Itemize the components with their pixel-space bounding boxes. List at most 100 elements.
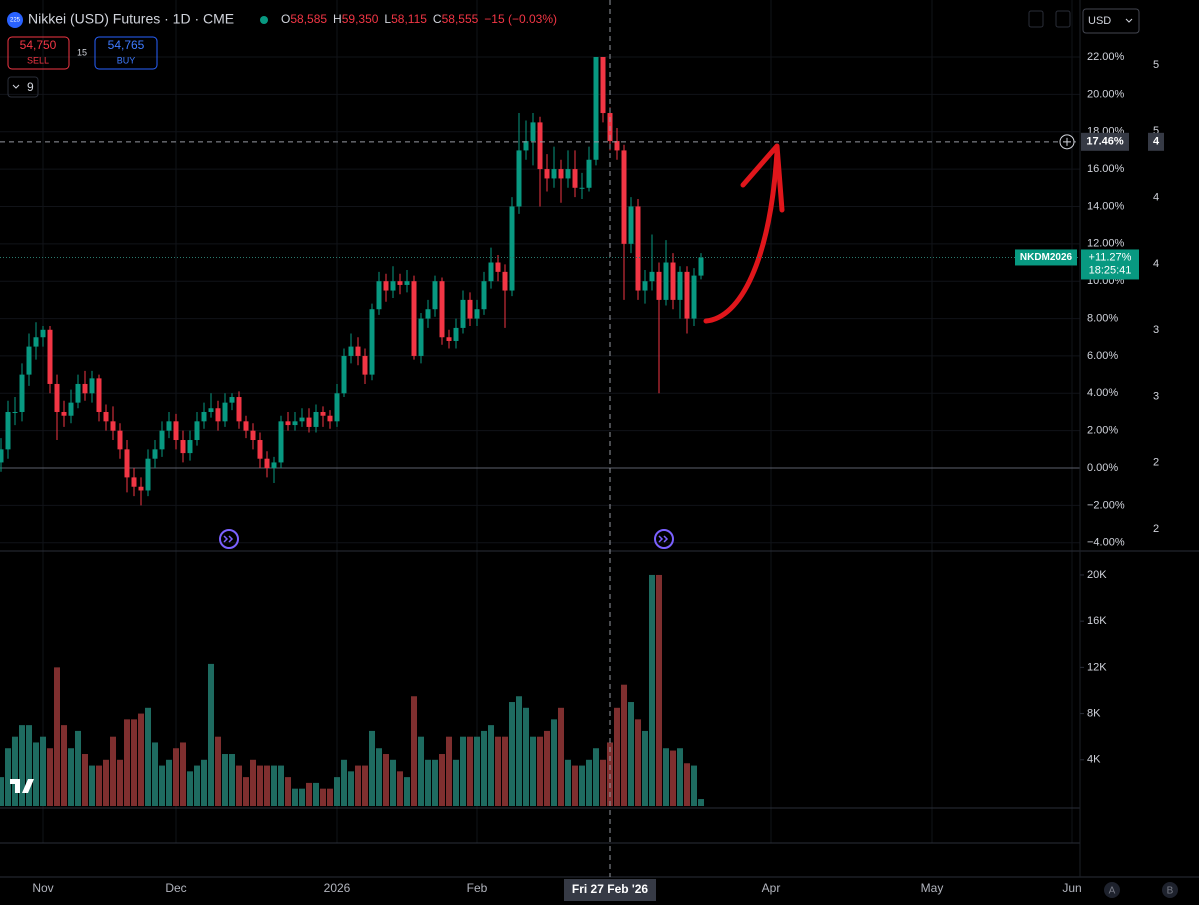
candle-body bbox=[152, 449, 158, 459]
candle-body bbox=[516, 150, 522, 207]
candle-body bbox=[474, 309, 480, 319]
volume-bar bbox=[26, 725, 32, 806]
volume-bar bbox=[635, 719, 641, 806]
volume-bar bbox=[341, 759, 347, 806]
y-tick-label: 20.00% bbox=[1087, 88, 1125, 100]
symbol-title[interactable]: Nikkei (USD) Futures · 1D · CME bbox=[28, 11, 234, 27]
price-change: −15 (−0.03%) bbox=[484, 12, 557, 26]
volume-bar bbox=[271, 765, 277, 806]
volume-bar bbox=[138, 713, 144, 806]
sell-button[interactable] bbox=[7, 36, 70, 70]
buy-button[interactable] bbox=[94, 36, 158, 70]
candle-body bbox=[187, 440, 193, 454]
candle-body bbox=[621, 150, 627, 244]
candle-body bbox=[313, 411, 319, 427]
scale-button[interactable] bbox=[1104, 882, 1120, 898]
volume-bar bbox=[229, 754, 235, 806]
volume-bar bbox=[530, 736, 536, 806]
candle-body bbox=[222, 402, 228, 422]
x-tick-label: Nov bbox=[32, 881, 53, 895]
candle-body bbox=[33, 337, 39, 347]
volume-bar bbox=[75, 730, 81, 806]
volume-bar bbox=[285, 777, 291, 806]
candle-body bbox=[180, 440, 186, 454]
volume-bar bbox=[453, 759, 459, 806]
volume-bar bbox=[89, 765, 95, 806]
candle-body bbox=[348, 346, 354, 356]
volume-bar bbox=[278, 765, 284, 806]
ohlc-key: H bbox=[333, 12, 342, 26]
plot-layer bbox=[0, 0, 1080, 843]
y-tick-label: 2.00% bbox=[1087, 425, 1118, 437]
indicators-toggle[interactable] bbox=[7, 76, 39, 98]
volume-bar bbox=[257, 765, 263, 806]
volume-bar bbox=[334, 777, 340, 806]
order-quantity[interactable]: 15 bbox=[77, 47, 87, 57]
event-icon bbox=[658, 535, 669, 543]
ohlc-key: C bbox=[433, 12, 442, 26]
volume-bar bbox=[376, 748, 382, 806]
volume-bar bbox=[509, 702, 515, 806]
candle-body bbox=[488, 262, 494, 282]
volume-bar bbox=[558, 707, 564, 806]
toolbar-button[interactable] bbox=[1055, 10, 1071, 28]
toolbar-button[interactable] bbox=[1028, 10, 1044, 28]
volume-bar bbox=[152, 742, 158, 806]
volume-bar bbox=[481, 730, 487, 806]
candle-body bbox=[124, 449, 130, 478]
volume-bar bbox=[0, 777, 4, 806]
y-tick-label: 6.00% bbox=[1087, 350, 1118, 362]
volume-bar bbox=[264, 765, 270, 806]
volume-bar bbox=[593, 748, 599, 806]
x-tick-label: Apr bbox=[762, 881, 781, 895]
volume-bar bbox=[243, 777, 249, 806]
candle-body bbox=[614, 141, 620, 151]
symbol-logo-text: 225 bbox=[10, 18, 21, 24]
annotation-arrow[interactable] bbox=[703, 149, 780, 324]
volume-bar bbox=[110, 736, 116, 806]
volume-bar bbox=[96, 765, 102, 806]
candle-body bbox=[299, 417, 305, 422]
candle-body bbox=[418, 318, 424, 356]
volume-bar bbox=[327, 788, 333, 806]
volume-bar bbox=[194, 765, 200, 806]
scale-button[interactable] bbox=[1162, 882, 1178, 898]
volume-tick-label: 12K bbox=[1087, 661, 1107, 673]
candle-body bbox=[89, 378, 95, 394]
secondary-scale-label: 3 bbox=[1153, 324, 1159, 336]
ohlc-value: 58,115 bbox=[391, 12, 427, 26]
volume-bar bbox=[537, 736, 543, 806]
event-marker[interactable] bbox=[219, 529, 239, 549]
candle-body bbox=[404, 281, 410, 285]
volume-tick-label: 8K bbox=[1087, 707, 1101, 719]
candle-body bbox=[243, 421, 249, 431]
candle-body bbox=[61, 411, 67, 416]
ohlc-key: L bbox=[384, 12, 391, 26]
volume-bar bbox=[33, 742, 39, 806]
candle-body bbox=[0, 449, 4, 463]
ohlc-key: O bbox=[281, 12, 290, 26]
volume-bar bbox=[677, 748, 683, 806]
buy-label: BUY bbox=[117, 55, 136, 65]
candle-body bbox=[523, 141, 529, 151]
candle-body bbox=[54, 383, 60, 412]
candle-body bbox=[439, 281, 445, 338]
candle-body bbox=[600, 56, 606, 114]
last-price-label: +11.27% bbox=[1089, 251, 1132, 263]
candle-body bbox=[369, 309, 375, 375]
volume-bar bbox=[411, 696, 417, 806]
currency: USD bbox=[1088, 15, 1111, 27]
event-marker[interactable] bbox=[654, 529, 674, 549]
volume-bar bbox=[446, 736, 452, 806]
x-tick-label: Jun bbox=[1062, 881, 1081, 895]
candle-body bbox=[698, 257, 704, 276]
currency-select[interactable] bbox=[1082, 8, 1140, 34]
volume-bar bbox=[180, 742, 186, 806]
volume-bar bbox=[187, 771, 193, 806]
candle-body bbox=[208, 408, 214, 412]
candle-body bbox=[425, 309, 431, 319]
candle-body bbox=[397, 281, 403, 285]
candle-body bbox=[75, 383, 81, 403]
volume-bar bbox=[173, 748, 179, 806]
candle-body bbox=[691, 275, 697, 319]
